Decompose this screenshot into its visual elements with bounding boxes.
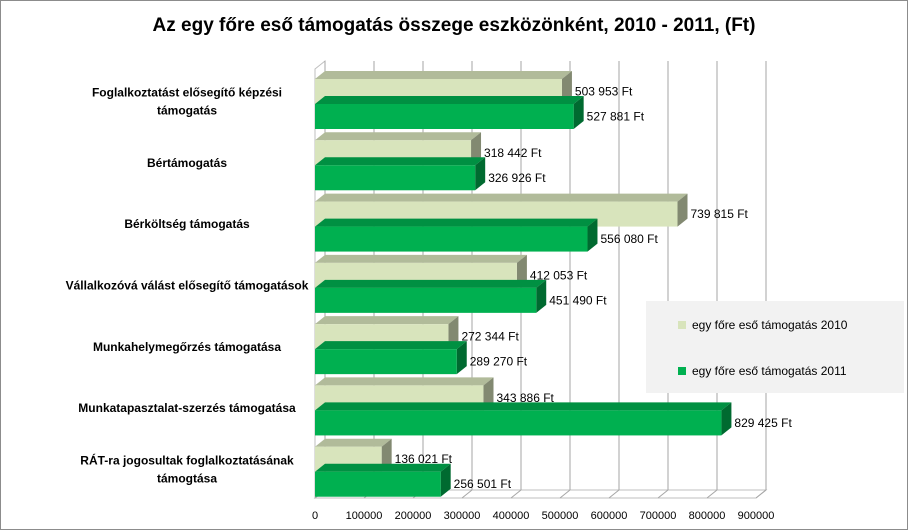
- bar-top-face: [315, 279, 547, 288]
- data-label: 343 886 Ft: [497, 391, 555, 405]
- chart-title: Az egy főre eső támogatás összege eszköz…: [152, 15, 756, 36]
- bar-front-face: [315, 410, 722, 436]
- legend-swatch-2010: [678, 321, 686, 329]
- x-tick-label: 500000: [542, 510, 579, 522]
- category-label: RÁT-ra jogosultak foglalkoztatásának: [80, 452, 294, 467]
- bar-end-face: [721, 402, 732, 436]
- x-tick-label: 700000: [640, 510, 677, 522]
- bar-end-face: [456, 341, 467, 375]
- bar-top-face: [315, 316, 459, 325]
- bar-top-face: [315, 254, 527, 263]
- x-tick-label: 800000: [689, 510, 726, 522]
- legend-item-2010: egy főre eső támogatás 2010: [678, 317, 847, 333]
- data-label: 318 442 Ft: [484, 146, 542, 160]
- data-label: 136 021 Ft: [395, 452, 453, 466]
- x-tick-label: 0: [312, 510, 318, 522]
- bar-top-face: [315, 341, 467, 350]
- legend: egy főre eső támogatás 2010 egy főre eső…: [646, 301, 904, 393]
- category-label: Bérköltség támogatás: [124, 217, 250, 231]
- gridline-floor: [657, 489, 669, 499]
- data-label: 829 425 Ft: [734, 416, 792, 430]
- gridline-floor: [559, 489, 571, 499]
- bar-2011: [315, 341, 467, 375]
- bar-front-face: [315, 104, 574, 129]
- bar-top-face: [315, 157, 486, 166]
- bar-layer: [315, 71, 732, 497]
- bar-end-face: [471, 132, 482, 166]
- category-label: Munkahelymegőrzés támogatása: [93, 340, 281, 354]
- bar-2011: [315, 96, 584, 129]
- bar-top-face: [315, 463, 451, 472]
- legend-label-2010: egy főre eső támogatás 2010: [692, 318, 848, 332]
- category-label: Vállalkozóvá válást elősegítő támogatáso…: [66, 279, 309, 293]
- category-label: Munkatapasztalat-szerzés támogatása: [78, 401, 296, 415]
- bar-top-face: [315, 193, 688, 202]
- data-label: 412 053 Ft: [530, 268, 588, 282]
- bar-end-face: [516, 254, 527, 288]
- data-label: 272 344 Ft: [461, 330, 519, 344]
- data-label: 527 881 Ft: [587, 110, 645, 124]
- bar-2011: [315, 402, 732, 436]
- bar-front-face: [315, 287, 537, 313]
- bar-end-face: [536, 279, 547, 313]
- legend-swatch-2011: [678, 367, 686, 375]
- bar-end-face: [448, 316, 459, 350]
- x-tick-label: 600000: [591, 510, 628, 522]
- bar-end-face: [587, 218, 598, 252]
- category-label: támogtása: [157, 471, 217, 485]
- bar-front-face: [315, 349, 457, 375]
- gridline-floor: [755, 489, 767, 499]
- bar-end-face: [561, 71, 572, 104]
- bar-top-face: [315, 438, 392, 447]
- gridline-floor: [608, 489, 620, 499]
- bar-end-face: [381, 438, 392, 472]
- category-label: támogatás: [157, 104, 217, 118]
- bar-top-face: [315, 96, 584, 104]
- x-tick-label: 200000: [395, 510, 432, 522]
- bar-front-face: [315, 226, 588, 252]
- bar-end-face: [483, 377, 494, 411]
- gridline-floor: [461, 489, 473, 499]
- gridline-floor: [510, 489, 522, 499]
- data-label: 256 501 Ft: [454, 477, 512, 491]
- gridline-floor: [706, 489, 718, 499]
- bar-end-face: [573, 96, 584, 129]
- bar-2011: [315, 463, 451, 497]
- bar-end-face: [677, 193, 688, 227]
- bar-2011: [315, 157, 486, 191]
- category-label: Foglalkoztatást elősegítő képzési: [92, 86, 282, 100]
- bar-end-face: [475, 157, 486, 191]
- bar-top-face: [315, 377, 494, 386]
- x-tick-label: 300000: [444, 510, 481, 522]
- data-label: 739 815 Ft: [691, 207, 749, 221]
- bar-top-face: [315, 218, 598, 227]
- data-label: 326 926 Ft: [488, 171, 546, 185]
- bar-top-face: [315, 71, 572, 79]
- x-tick-label: 100000: [346, 510, 383, 522]
- bar-top-face: [315, 402, 732, 411]
- bar-top-face: [315, 132, 482, 141]
- bar-end-face: [440, 463, 451, 497]
- data-label: 289 270 Ft: [470, 355, 528, 369]
- bar-2011: [315, 279, 547, 313]
- bar-front-face: [315, 165, 476, 191]
- legend-item-2011: egy főre eső támogatás 2011: [678, 363, 847, 379]
- legend-label-2011: egy főre eső támogatás 2011: [692, 364, 847, 378]
- bar-front-face: [315, 471, 441, 497]
- data-label: 503 953 Ft: [575, 85, 633, 99]
- data-label: 556 080 Ft: [600, 232, 658, 246]
- data-label: 451 490 Ft: [549, 293, 607, 307]
- x-tick-label: 400000: [493, 510, 530, 522]
- category-label: Bértámogatás: [147, 156, 227, 170]
- label-layer: 0 100000 200000 300000 400000 500000 600000 700…: [66, 85, 793, 523]
- x-tick-label: 900000: [738, 510, 775, 522]
- bar-2011: [315, 218, 598, 252]
